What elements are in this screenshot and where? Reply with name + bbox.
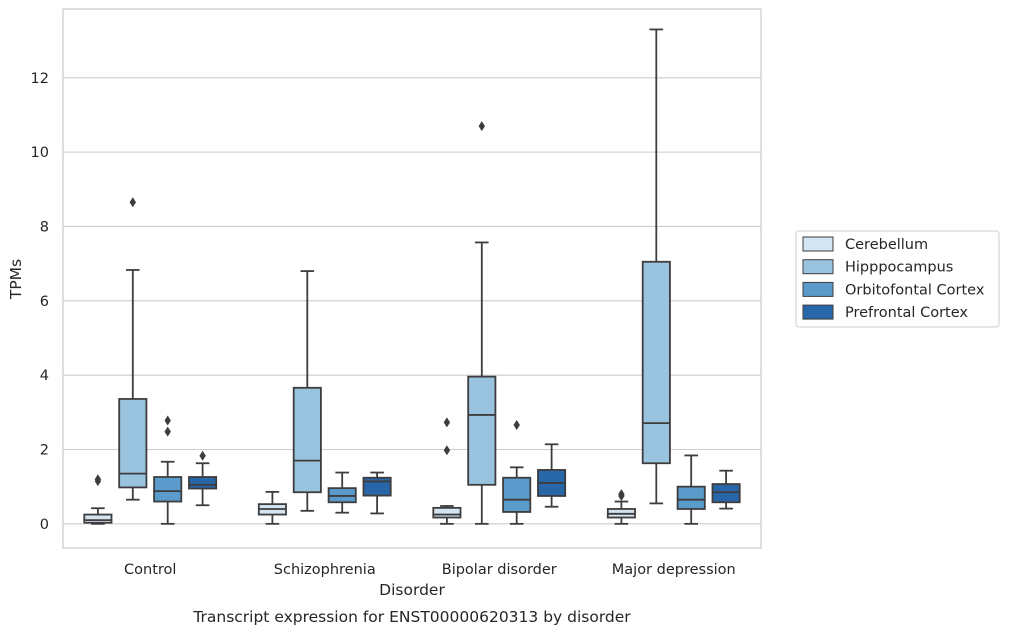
outlier-point bbox=[164, 426, 171, 437]
box-group bbox=[467, 121, 497, 525]
y-tick-label: 4 bbox=[40, 368, 49, 384]
box-group bbox=[362, 471, 392, 515]
legend-swatch bbox=[802, 259, 834, 275]
legend-label: Hipppocampus bbox=[845, 260, 953, 276]
box-iqr bbox=[118, 398, 148, 489]
box-group bbox=[502, 419, 532, 525]
outlier-point bbox=[199, 450, 206, 461]
outlier-point bbox=[443, 445, 451, 456]
box-group bbox=[641, 28, 671, 505]
y-tick-label: 0 bbox=[40, 517, 49, 533]
y-tick-label: 8 bbox=[40, 219, 49, 235]
x-tick-label: Major depression bbox=[612, 562, 736, 578]
box-iqr bbox=[432, 506, 462, 519]
x-tick-label: Control bbox=[124, 562, 176, 578]
outlier-point bbox=[443, 417, 451, 428]
box-group bbox=[83, 474, 113, 525]
legend-label: Orbitofontal Cortex bbox=[845, 282, 985, 298]
outlier-point bbox=[513, 419, 520, 430]
chart-caption: Transcript expression for ENST0000062031… bbox=[192, 608, 631, 626]
box-group bbox=[118, 197, 148, 501]
legend-swatch bbox=[802, 236, 834, 252]
outlier-point bbox=[94, 476, 102, 487]
y-tick-label: 2 bbox=[40, 442, 49, 458]
gridlines bbox=[63, 77, 761, 525]
box-group bbox=[153, 415, 183, 525]
legend-swatch bbox=[802, 304, 834, 320]
box-group bbox=[711, 469, 741, 510]
box-iqr bbox=[188, 476, 218, 490]
box-group bbox=[188, 450, 218, 507]
box-group bbox=[432, 417, 462, 525]
y-tick-label: 6 bbox=[40, 294, 49, 310]
legend-frame bbox=[795, 230, 1000, 328]
outlier-point bbox=[478, 121, 485, 132]
box-group bbox=[537, 443, 567, 508]
box-group bbox=[606, 489, 636, 525]
plot-frame bbox=[62, 8, 762, 549]
box-group bbox=[676, 454, 706, 525]
y-tick-label: 10 bbox=[31, 145, 49, 161]
x-tick-label: Schizophrenia bbox=[274, 562, 376, 578]
x-tick-labels: Control Schizophrenia Bipolar disorder Majo… bbox=[124, 562, 736, 578]
legend-entry: Hipppocampus bbox=[802, 259, 953, 276]
box-group bbox=[292, 270, 322, 512]
x-tick-label: Bipolar disorder bbox=[442, 562, 557, 578]
box-iqr bbox=[711, 483, 741, 504]
box-iqr bbox=[292, 386, 322, 494]
boxes bbox=[83, 28, 741, 525]
legend-entry: Cerebellum bbox=[802, 236, 928, 253]
legend-label: Cerebellum bbox=[845, 237, 928, 253]
y-tick-labels: 0 2 4 6 8 10 12 bbox=[31, 71, 49, 533]
x-axis-label: Disorder bbox=[379, 581, 445, 599]
y-axis-label: TPMs bbox=[7, 259, 25, 300]
box-group bbox=[327, 471, 357, 514]
box-group bbox=[257, 490, 287, 525]
legend-entry: Orbitofontal Cortex bbox=[802, 281, 985, 298]
outlier-point bbox=[618, 490, 625, 501]
legend-label: Prefrontal Cortex bbox=[845, 305, 968, 321]
box-iqr bbox=[362, 476, 392, 497]
box-iqr bbox=[676, 485, 706, 510]
legend-swatch bbox=[802, 281, 834, 297]
box-iqr bbox=[83, 513, 113, 524]
legend-entry: Prefrontal Cortex bbox=[802, 304, 968, 321]
box-iqr bbox=[641, 260, 671, 465]
outlier-point bbox=[164, 415, 171, 426]
box-iqr bbox=[467, 375, 497, 486]
legend: Cerebellum Hipppocampus Orbitofontal Corte… bbox=[795, 230, 1000, 328]
outlier-point bbox=[129, 197, 136, 208]
y-tick-label: 12 bbox=[31, 71, 49, 87]
box-iqr bbox=[502, 476, 532, 513]
box-iqr bbox=[153, 476, 183, 503]
